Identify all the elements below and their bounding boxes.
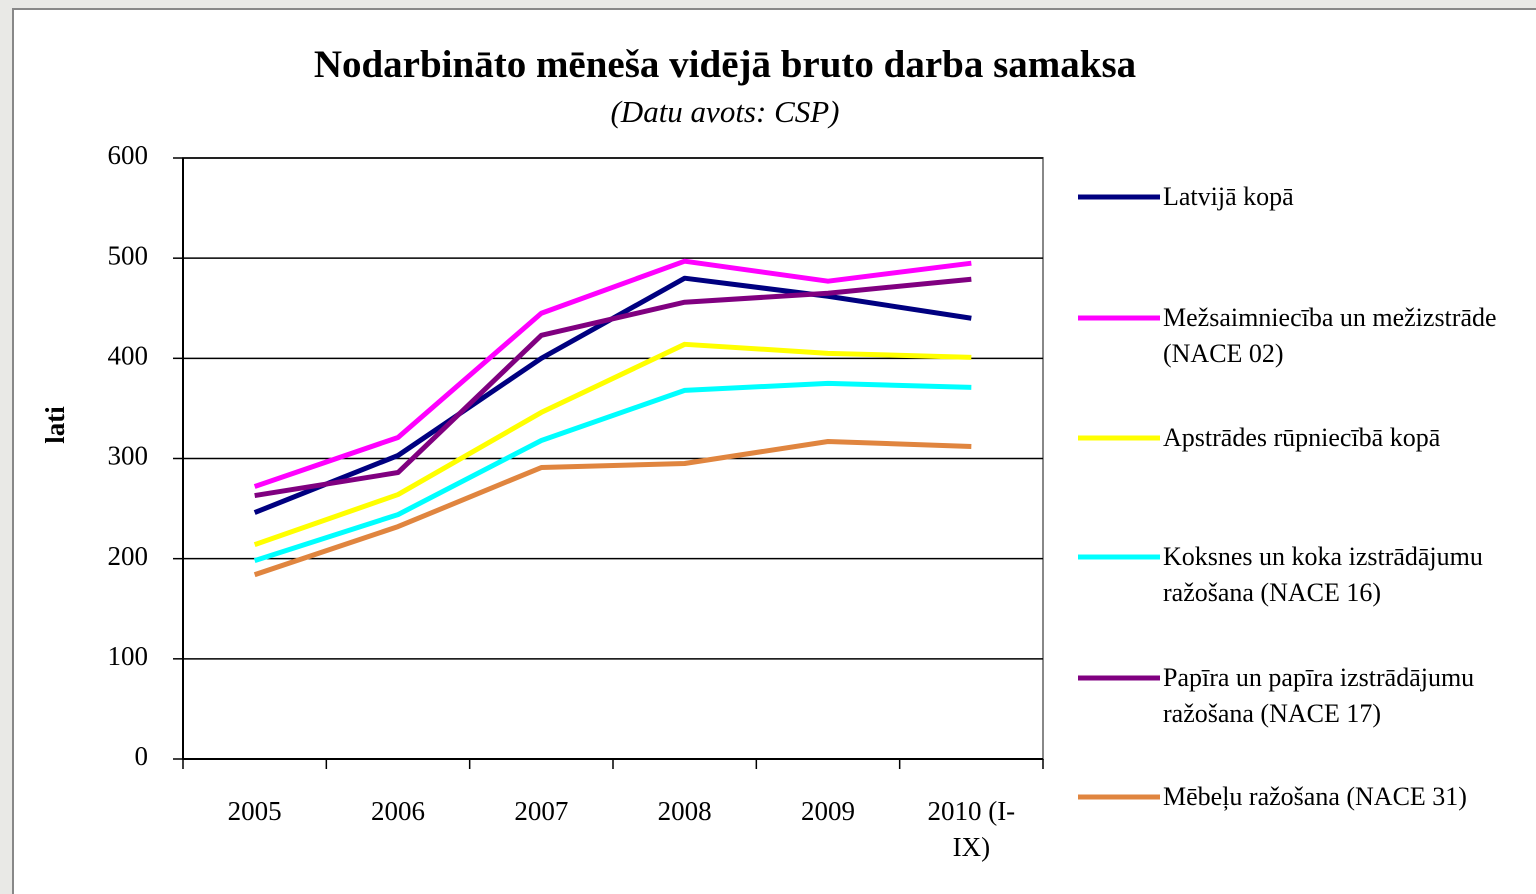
x-tick-label: 2009	[801, 796, 855, 826]
series-line	[253, 258, 972, 489]
x-tick-label: 2007	[514, 796, 569, 826]
legend-label: Apstrādes rūpniecībā kopā	[1163, 423, 1441, 452]
x-tick-label: 2010 (I-IX)	[927, 796, 1016, 862]
legend-label: Mežsaimniecība un mežizstrāde (NACE 02)	[1163, 303, 1497, 368]
chart-subtitle: (Datu avots: CSP)	[610, 94, 839, 129]
y-tick-label: 300	[108, 441, 149, 471]
series-line	[253, 438, 972, 578]
x-tick-label: 2008	[657, 796, 712, 826]
y-axis-label: lati	[40, 406, 70, 444]
legend-label: Koksnes un koka izstrādājumu ražošana (N…	[1163, 542, 1483, 607]
legend-label: Latvijā kopā	[1163, 182, 1294, 211]
series-line	[253, 380, 972, 564]
legend-label: Papīra un papīra izstrādājumu ražošana (…	[1163, 663, 1475, 728]
x-tick-label: 2006	[371, 796, 425, 826]
legend-label: Mēbeļu ražošana (NACE 31)	[1163, 782, 1467, 811]
x-tick-label: 2005	[227, 796, 282, 826]
y-tick-label: 100	[108, 641, 149, 671]
series-line	[253, 341, 972, 548]
series-line	[254, 276, 972, 499]
chart-title: Nodarbināto mēneša vidējā bruto darba sa…	[314, 43, 1136, 86]
y-tick-label: 0	[135, 741, 149, 771]
y-tick-label: 600	[108, 140, 149, 170]
y-tick-label: 400	[108, 341, 149, 371]
y-tick-label: 200	[108, 541, 149, 571]
y-tick-label: 500	[108, 240, 149, 270]
